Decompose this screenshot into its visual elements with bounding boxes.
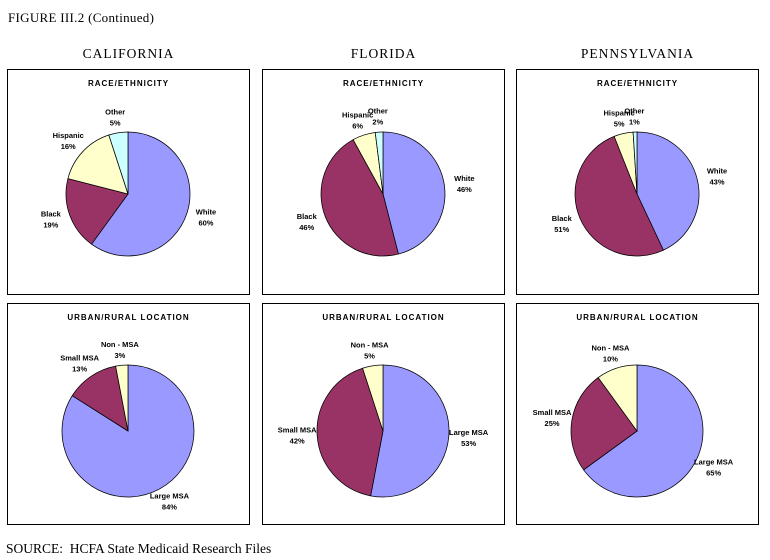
- pie-slice-other: [108, 131, 129, 195]
- chart-title-urban: URBAN/RURAL LOCATION: [322, 313, 445, 322]
- pie-chart-pennsylvania-race: White 43% Black 51% Hispanic 5%Other 1%: [552, 107, 727, 257]
- pie-slice-large-msa: [583, 364, 704, 498]
- column-header-california: CALIFORNIA: [82, 46, 175, 61]
- chart-title-race: RACE/ETHNICITY: [342, 79, 425, 88]
- pie-label-small-msa: Small MSA 42%: [278, 426, 317, 446]
- chart-title-race: RACE/ETHNICITY: [596, 79, 679, 88]
- pie-label-black: Black 51%: [552, 214, 573, 234]
- pie-label-other: Other 2%: [368, 107, 388, 127]
- pie-label-white: White 60%: [196, 207, 216, 227]
- pie-slice-other: [632, 131, 638, 195]
- pie-slice-non-msa: [115, 364, 129, 432]
- pie-label-white: White 46%: [454, 174, 474, 194]
- pie-label-black: Black 19%: [41, 210, 62, 230]
- pie-label-large-msa: Large MSA 84%: [150, 491, 190, 511]
- pie-label-large-msa: Large MSA 53%: [449, 428, 489, 448]
- pie-slice-black: [320, 139, 399, 257]
- pie-label-large-msa: Large MSA 65%: [694, 457, 734, 477]
- pie-slice-large-msa: [370, 364, 450, 498]
- pie-slice-non-msa: [362, 364, 384, 432]
- pie-slice-black: [65, 178, 129, 245]
- pie-chart-florida-urban: Large MSA 53% Small MSA 42% Non - MSA 5%: [278, 340, 489, 498]
- pie-slice-small-msa: [570, 377, 638, 471]
- pie-slice-white: [636, 131, 700, 251]
- pie-label-black: Black 46%: [297, 212, 318, 232]
- chart-panel-california-race: RACE/ETHNICITY White 60% Black 19% Hispanic 1…: [7, 69, 250, 295]
- source-note: SOURCE: HCFA State Medicaid Research Fil…: [6, 541, 272, 556]
- pie-slice-non-msa: [597, 364, 638, 433]
- chart-panel-california-urban: URBAN/RURAL LOCATION Large MSA 84% Small M…: [7, 303, 250, 525]
- chart-panel-florida-urban: URBAN/RURAL LOCATION Large MSA 53% Small M…: [262, 303, 505, 525]
- pie-chart-florida-race: White 46% Black 46% Hispanic 6%Other 2%: [297, 107, 475, 257]
- pie-label-white: White 43%: [707, 167, 727, 187]
- column-header-pennsylvania: PENNSYLVANIA: [580, 46, 695, 61]
- column-header-florida: FLORIDA: [350, 46, 417, 61]
- pie-label-hispanic: Hispanic 6%: [342, 110, 373, 130]
- pie-label-non-msa: Non - MSA 3%: [101, 340, 139, 360]
- pie-label-non-msa: Non - MSA 10%: [591, 343, 629, 363]
- pie-slice-other: [374, 131, 384, 195]
- pie-label-hispanic: Hispanic 5%: [603, 108, 634, 128]
- chart-title-race: RACE/ETHNICITY: [87, 79, 170, 88]
- chart-panel-pennsylvania-urban: URBAN/RURAL LOCATION Large MSA 65% Small M…: [516, 303, 759, 525]
- pie-label-small-msa: Small MSA 13%: [60, 354, 99, 374]
- pie-chart-california-race: White 60% Black 19% Hispanic 16% Other 5%: [41, 107, 216, 257]
- pie-slice-hispanic: [67, 134, 129, 195]
- pie-label-other: Other 5%: [105, 107, 125, 127]
- chart-title-urban: URBAN/RURAL LOCATION: [67, 313, 190, 322]
- pie-slice-white: [382, 131, 446, 255]
- pie-label-non-msa: Non - MSA 5%: [351, 340, 389, 360]
- pie-slice-white: [91, 131, 191, 257]
- pie-chart-pennsylvania-urban: Large MSA 65% Small MSA 25% Non - MSA 10%: [533, 343, 734, 498]
- pie-chart-california-urban: Large MSA 84% Small MSA 13%Non - MSA 3%: [60, 340, 195, 511]
- chart-panel-florida-race: RACE/ETHNICITY White 46% Black 46% Hispanic 6…: [262, 69, 505, 295]
- pie-label-other: Other 1%: [624, 107, 644, 127]
- chart-panel-pennsylvania-race: RACE/ETHNICITY White 43% Black 51% Hispanic 5…: [516, 69, 759, 295]
- chart-title-urban: URBAN/RURAL LOCATION: [576, 313, 699, 322]
- figure-title: FIGURE III.2 (Continued): [8, 10, 155, 25]
- pie-slice-small-msa: [316, 367, 384, 497]
- pie-label-small-msa: Small MSA 25%: [533, 408, 572, 428]
- pie-slice-black: [574, 135, 664, 257]
- pie-label-hispanic: Hispanic 16%: [53, 131, 84, 151]
